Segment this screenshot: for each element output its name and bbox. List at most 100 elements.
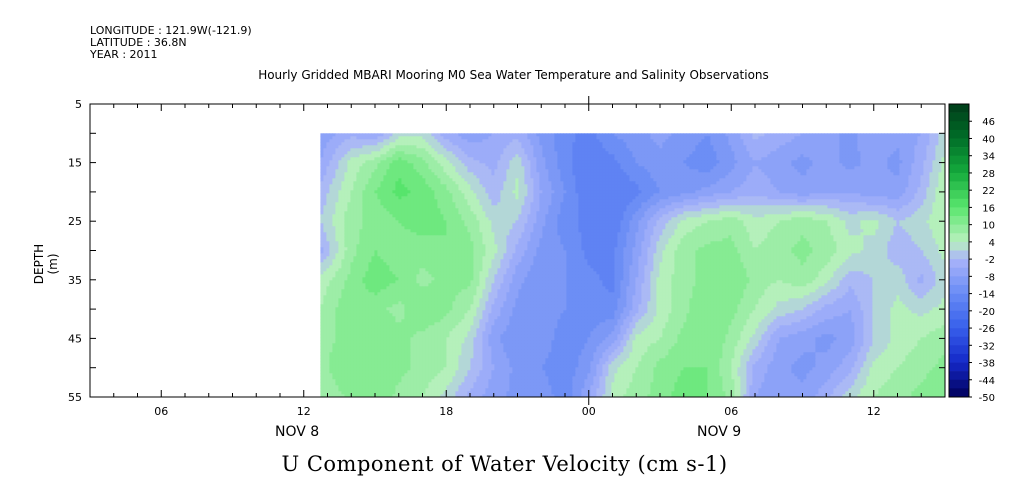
field-cell: [620, 196, 624, 200]
field-cell: [938, 157, 942, 161]
field-cell: [806, 181, 810, 185]
field-cell: [515, 181, 519, 185]
field-cell: [731, 196, 735, 200]
field-cell: [455, 190, 459, 194]
field-cell: [344, 187, 348, 191]
field-cell: [332, 151, 336, 155]
field-cell: [926, 187, 930, 191]
field-cell: [449, 160, 453, 164]
field-cell: [437, 169, 441, 173]
field-cell: [554, 157, 558, 161]
field-cell: [635, 187, 639, 191]
field-cell: [476, 136, 480, 140]
field-cell: [893, 142, 897, 146]
field-cell: [455, 133, 459, 137]
field-cell: [671, 145, 675, 149]
field-cell: [941, 169, 945, 173]
field-cell: [770, 151, 774, 155]
field-cell: [872, 187, 876, 191]
field-cell: [584, 193, 588, 197]
field-cell: [605, 157, 609, 161]
field-cell: [680, 202, 684, 206]
field-cell: [854, 139, 858, 143]
field-cell: [353, 148, 357, 152]
field-cell: [902, 196, 906, 200]
field-cell: [542, 172, 546, 176]
field-cell: [812, 184, 816, 188]
field-cell: [488, 157, 492, 161]
field-cell: [425, 154, 429, 158]
field-cell: [608, 196, 612, 200]
field-cell: [554, 142, 558, 146]
field-cell: [506, 133, 510, 137]
field-cell: [857, 148, 861, 152]
field-cell: [656, 166, 660, 170]
field-cell: [449, 178, 453, 182]
field-cell: [626, 175, 630, 179]
field-cell: [584, 190, 588, 194]
field-cell: [914, 187, 918, 191]
field-cell: [806, 163, 810, 167]
field-cell: [698, 157, 702, 161]
field-cell: [608, 166, 612, 170]
field-cell: [878, 175, 882, 179]
field-cell: [785, 172, 789, 176]
field-cell: [779, 157, 783, 161]
field-cell: [845, 187, 849, 191]
field-cell: [530, 184, 534, 188]
field-cell: [368, 151, 372, 155]
field-cell: [599, 169, 603, 173]
field-cell: [659, 136, 663, 140]
field-cell: [404, 163, 408, 167]
field-cell: [935, 172, 939, 176]
field-cell: [743, 166, 747, 170]
field-cell: [386, 160, 390, 164]
field-cell: [641, 142, 645, 146]
field-cell: [548, 157, 552, 161]
field-cell: [527, 163, 531, 167]
field-cell: [779, 142, 783, 146]
field-cell: [374, 145, 378, 149]
field-cell: [569, 166, 573, 170]
field-cell: [482, 166, 486, 170]
field-cell: [455, 193, 459, 197]
field-cell: [941, 139, 945, 143]
field-cell: [521, 172, 525, 176]
field-cell: [896, 175, 900, 179]
field-cell: [938, 172, 942, 176]
field-cell: [773, 193, 777, 197]
field-cell: [872, 136, 876, 140]
field-cell: [383, 193, 387, 197]
field-cell: [674, 178, 678, 182]
field-cell: [692, 166, 696, 170]
field-cell: [518, 184, 522, 188]
field-cell: [791, 169, 795, 173]
field-cell: [491, 133, 495, 137]
field-cell: [782, 148, 786, 152]
field-cell: [713, 187, 717, 191]
field-cell: [638, 151, 642, 155]
field-cell: [917, 145, 921, 149]
field-cell: [362, 145, 366, 149]
field-cell: [683, 190, 687, 194]
field-cell: [839, 184, 843, 188]
field-cell: [635, 139, 639, 143]
field-cell: [830, 154, 834, 158]
field-cell: [920, 181, 924, 185]
field-cell: [512, 181, 516, 185]
field-cell: [545, 196, 549, 200]
field-cell: [386, 145, 390, 149]
field-cell: [485, 139, 489, 143]
field-cell: [863, 148, 867, 152]
field-cell: [902, 172, 906, 176]
field-cell: [890, 178, 894, 182]
field-cell: [923, 145, 927, 149]
field-cell: [425, 184, 429, 188]
field-cell: [623, 202, 627, 206]
field-cell: [731, 154, 735, 158]
field-cell: [470, 175, 474, 179]
field-cell: [347, 142, 351, 146]
field-cell: [392, 139, 396, 143]
field-cell: [440, 169, 444, 173]
field-cell: [923, 154, 927, 158]
